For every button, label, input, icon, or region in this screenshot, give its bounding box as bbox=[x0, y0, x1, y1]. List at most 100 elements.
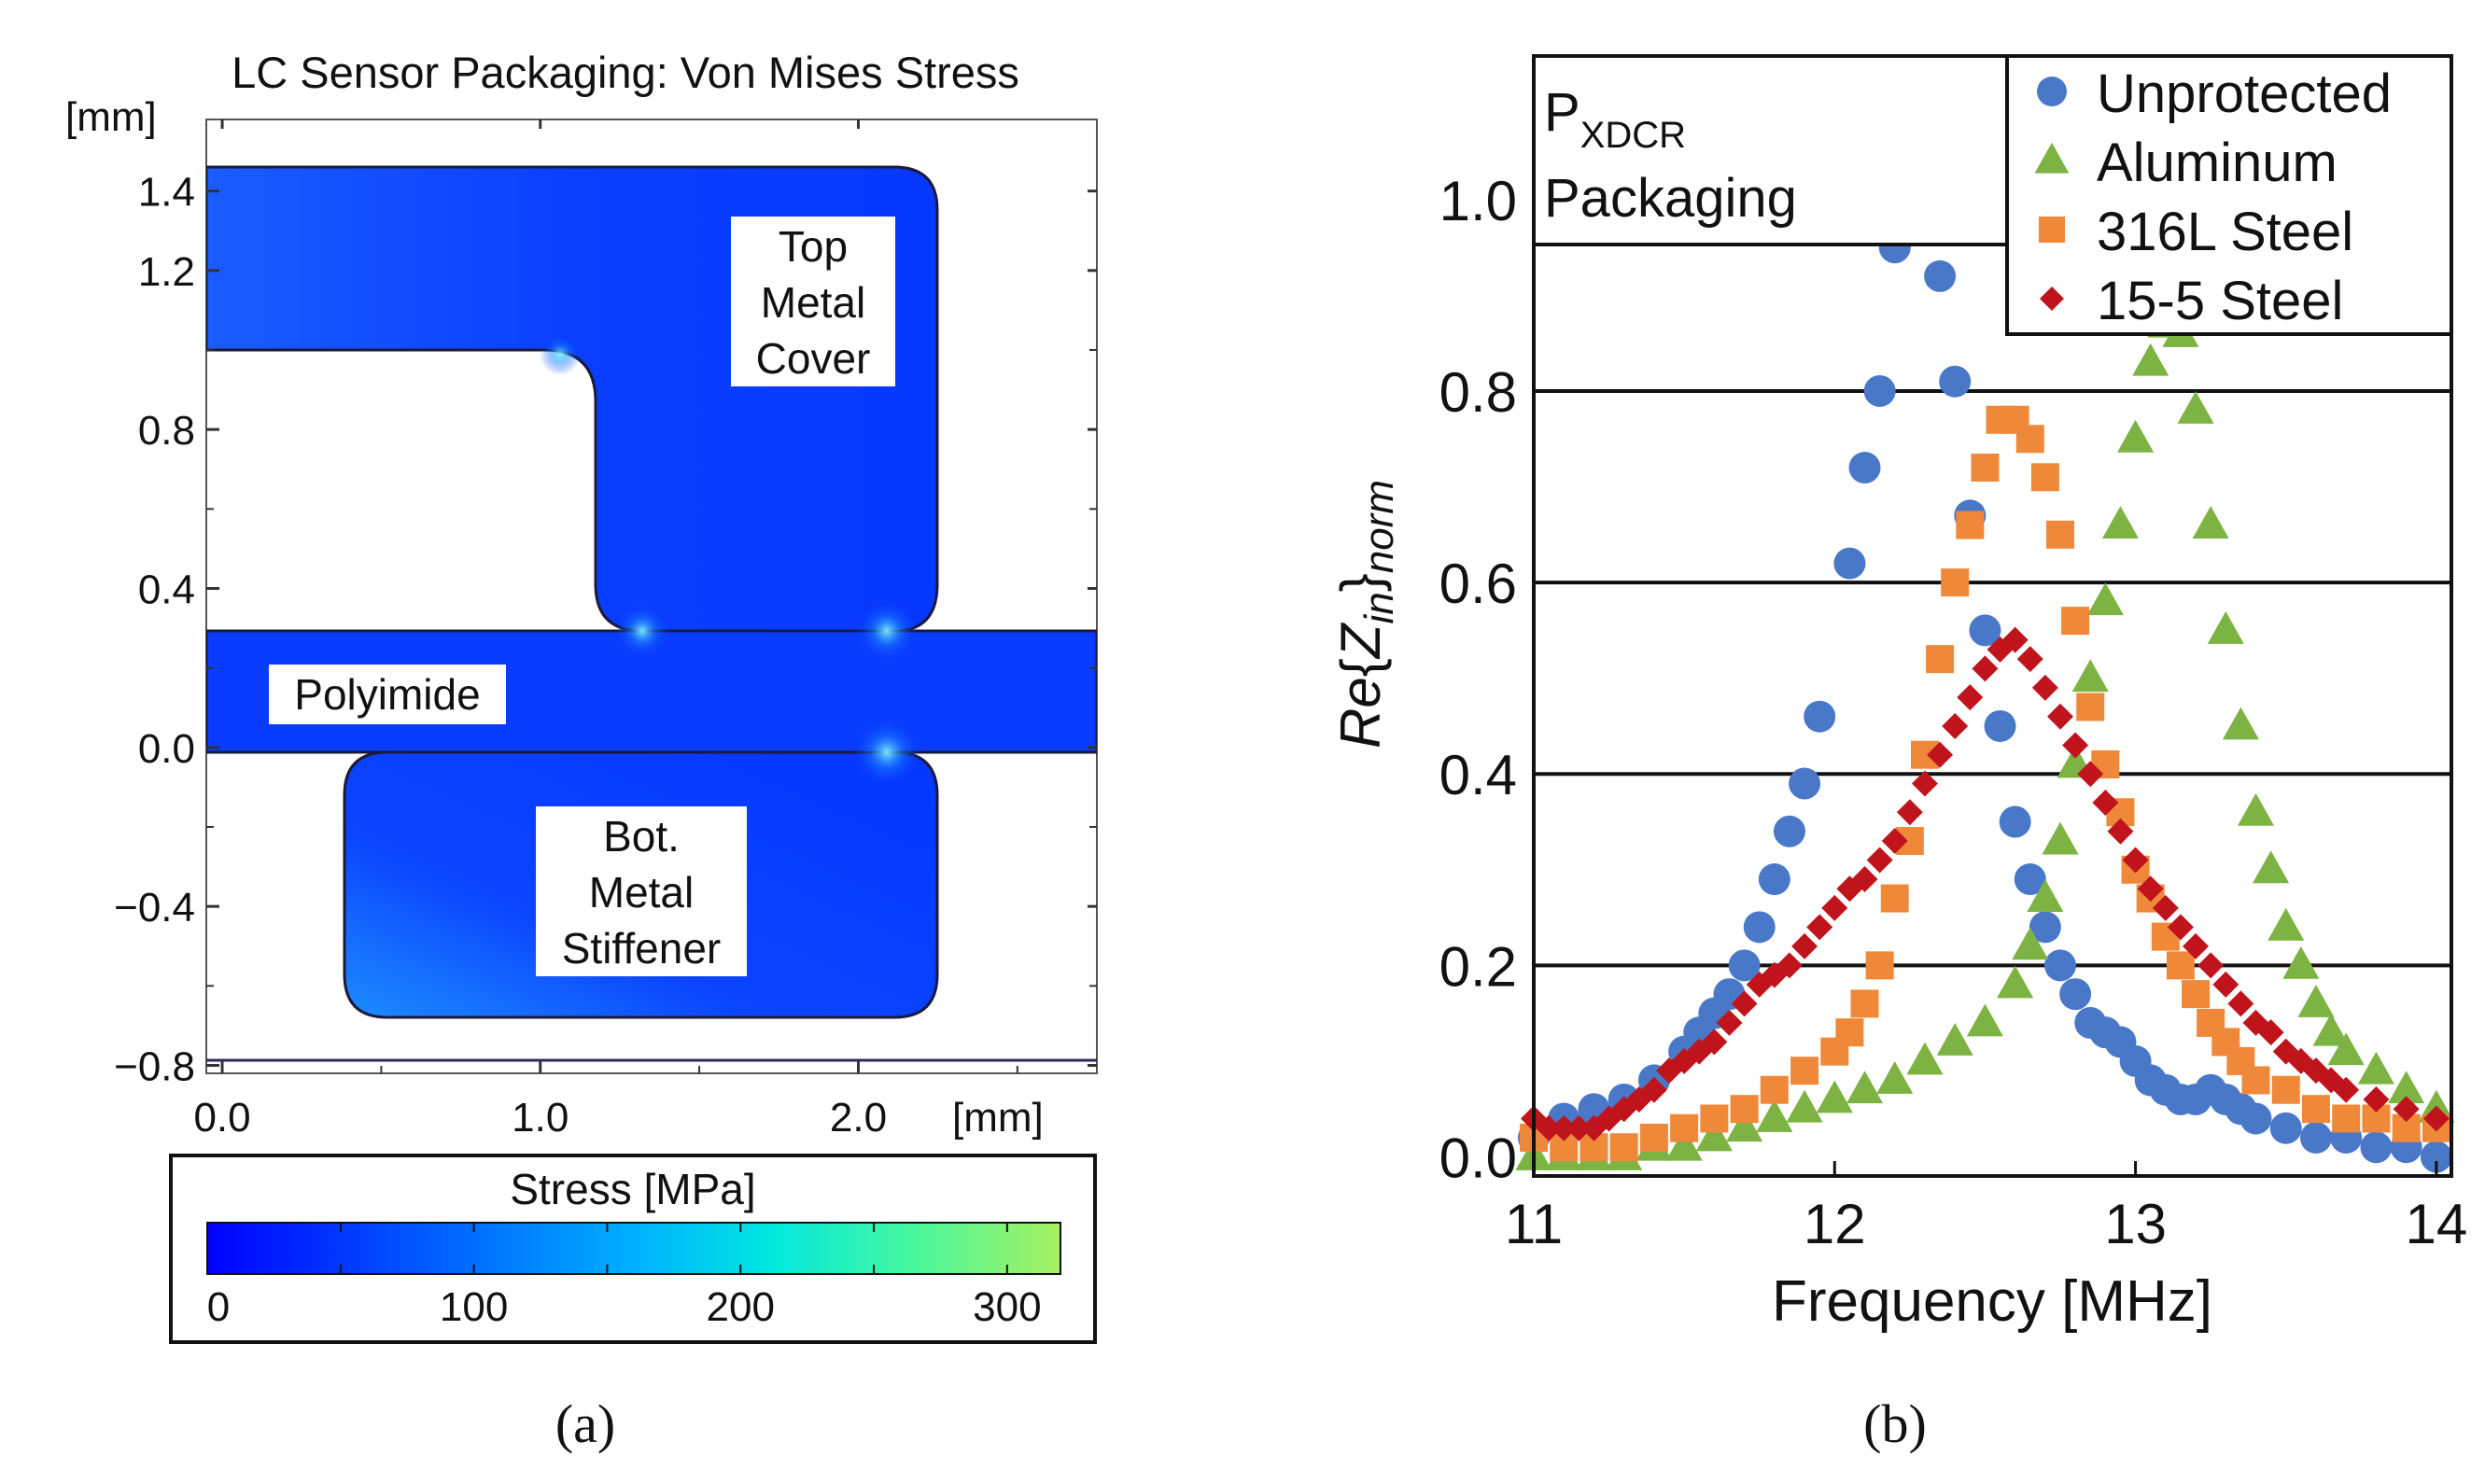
data-point bbox=[2122, 847, 2149, 874]
data-point bbox=[1835, 1018, 1864, 1047]
panel-label-a: (a) bbox=[555, 1393, 615, 1454]
data-point bbox=[2166, 951, 2195, 980]
data-point bbox=[1821, 894, 1848, 921]
x-tick-label: 13 bbox=[2104, 1193, 2167, 1255]
data-point bbox=[2029, 911, 2061, 944]
data-point bbox=[1791, 932, 1818, 959]
data-point bbox=[2267, 907, 2305, 941]
data-point bbox=[2046, 520, 2075, 549]
data-point bbox=[1957, 684, 1984, 711]
data-point bbox=[2282, 945, 2320, 979]
svg-text:Top: Top bbox=[779, 222, 848, 271]
colorbar-tick-label: 200 bbox=[707, 1284, 775, 1330]
data-point bbox=[1730, 1095, 1759, 1124]
data-point bbox=[2393, 1096, 2420, 1123]
x-tick-label: 11 bbox=[1505, 1193, 1563, 1255]
data-point bbox=[2042, 821, 2079, 855]
data-point bbox=[2327, 1032, 2365, 1066]
x-tick-label: 12 bbox=[1804, 1193, 1866, 1255]
data-point bbox=[2241, 1066, 2270, 1095]
y-tick-label: 0.8 bbox=[1439, 361, 1517, 424]
data-point bbox=[1906, 1042, 1944, 1075]
colorbar-gradient-bar bbox=[206, 1222, 1061, 1275]
data-point bbox=[1971, 454, 2000, 483]
impedance-frame bbox=[1532, 54, 2453, 1178]
label-top-metal-cover: Top Metal Cover bbox=[731, 217, 895, 386]
data-point bbox=[1816, 1080, 1853, 1113]
data-point bbox=[2076, 693, 2105, 721]
data-point bbox=[1865, 951, 1894, 980]
y-tick-label: 0.4 bbox=[1439, 744, 1517, 806]
svg-text:Metal: Metal bbox=[589, 868, 694, 917]
svg-text:Cover: Cover bbox=[756, 334, 871, 383]
data-point bbox=[2420, 1141, 2452, 1173]
data-point bbox=[1743, 911, 1776, 944]
data-point bbox=[2239, 1102, 2272, 1135]
data-point bbox=[1773, 815, 1805, 847]
data-point bbox=[2086, 582, 2124, 616]
y-tick-label: 0.2 bbox=[1439, 935, 1517, 998]
data-point bbox=[2177, 391, 2214, 424]
data-point bbox=[2062, 732, 2089, 759]
data-point bbox=[2031, 674, 2058, 701]
data-point bbox=[1758, 863, 1790, 896]
legend-label: 316L Steel bbox=[2097, 202, 2353, 262]
data-point bbox=[1701, 1029, 1728, 1056]
data-point bbox=[2333, 1076, 2360, 1103]
data-point bbox=[1850, 989, 1879, 1018]
stress-hotspot bbox=[540, 334, 581, 375]
data-point bbox=[1726, 1109, 1763, 1142]
data-point bbox=[2101, 506, 2140, 539]
data-point bbox=[1756, 1099, 1793, 1132]
x-axis-label: Frequency [MHz] bbox=[1772, 1269, 2212, 1334]
data-point bbox=[1911, 770, 1938, 797]
annotation-p: P bbox=[1544, 82, 1580, 143]
x-tick-label: 14 bbox=[2406, 1193, 2468, 1255]
data-point bbox=[1924, 259, 1957, 292]
legend-label: 15-5 Steel bbox=[2097, 271, 2343, 331]
data-point bbox=[1609, 1133, 1638, 1162]
data-point bbox=[1536, 1114, 1563, 1141]
legend-marker bbox=[2040, 287, 2064, 311]
data-point bbox=[1833, 547, 1866, 580]
data-point bbox=[2132, 343, 2169, 376]
data-point bbox=[1846, 1071, 1884, 1104]
data-point bbox=[1936, 1023, 1973, 1056]
data-point bbox=[1695, 1118, 1733, 1152]
data-point bbox=[2059, 978, 2092, 1011]
data-point bbox=[2222, 707, 2259, 740]
colorbar-title: Stress [MPa] bbox=[510, 1165, 755, 1213]
panel-label-b: (b) bbox=[1863, 1393, 1927, 1454]
data-point bbox=[1866, 847, 1893, 874]
y-tick-label: 1.2 bbox=[138, 249, 195, 295]
y-tick-label: 1.4 bbox=[138, 170, 195, 216]
data-point bbox=[1876, 1061, 1914, 1094]
series-316l-steel bbox=[1520, 405, 2450, 1162]
label-polyimide: Polyimide bbox=[269, 665, 506, 724]
data-point bbox=[1804, 700, 1836, 733]
data-point bbox=[2253, 850, 2290, 884]
data-point bbox=[1731, 990, 1758, 1017]
svg-text:PXDCR: PXDCR bbox=[1544, 82, 1686, 156]
colorbar-tick-label: 0 bbox=[207, 1284, 230, 1330]
data-point bbox=[2182, 980, 2211, 1009]
data-point bbox=[2299, 1121, 2332, 1154]
data-point bbox=[2301, 1095, 2330, 1124]
annotation-subscript: XDCR bbox=[1580, 115, 1686, 156]
y-tick-label: 0.8 bbox=[138, 408, 195, 454]
y-tick-label: −0.8 bbox=[114, 1043, 195, 1089]
data-point bbox=[1789, 767, 1821, 800]
legend: Unprotected Aluminum 316L Steel 15-5 Steel bbox=[2005, 54, 2453, 336]
data-point bbox=[2047, 703, 2074, 730]
legend-box bbox=[2005, 54, 2453, 336]
data-point bbox=[2044, 949, 2077, 982]
svg-text:Bot.: Bot. bbox=[603, 812, 680, 861]
svg-text:Metal: Metal bbox=[761, 278, 865, 327]
data-point bbox=[1848, 452, 1881, 484]
label-bottom-metal-stiffener: Bot. Metal Stiffener bbox=[536, 806, 747, 976]
data-point bbox=[2137, 875, 2164, 903]
data-point bbox=[1639, 1123, 1668, 1152]
legend-marker bbox=[2037, 77, 2067, 106]
data-point bbox=[2388, 1071, 2425, 1104]
